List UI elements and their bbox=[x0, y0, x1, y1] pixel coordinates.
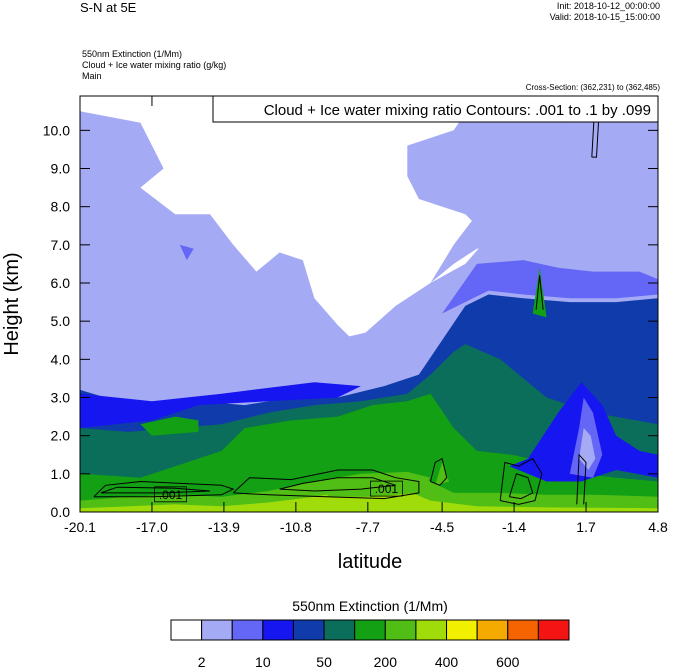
extinction-feature-0 bbox=[80, 96, 489, 337]
mixing-ratio-contour-2 bbox=[232, 469, 420, 500]
colorbar-swatch-8 bbox=[415, 619, 448, 641]
extinction-feature-1 bbox=[430, 96, 658, 283]
colorbar-label-5: 600 bbox=[496, 654, 520, 668]
contour-label-1: .001 bbox=[375, 482, 399, 496]
colorbar: 2 10 50 200 400 600 bbox=[170, 619, 570, 668]
valid-time: Valid: 2018-10-15_15:00:00 bbox=[549, 12, 660, 22]
mixing-ratio-contour-1 bbox=[100, 486, 211, 494]
colorbar-label-0: 2 bbox=[198, 654, 206, 668]
extinction-feature-2 bbox=[442, 260, 658, 314]
x-tick-label: -13.9 bbox=[208, 519, 240, 535]
y-tick-label: 5.0 bbox=[51, 313, 71, 329]
colorbar-label-3: 200 bbox=[374, 654, 398, 668]
contour-label-box-0 bbox=[154, 486, 187, 503]
colorbar-title: 550nm Extinction (1/Mm) bbox=[292, 598, 448, 614]
run-times: Init: 2018-10-12_00:00:00 Valid: 2018-10… bbox=[550, 1, 660, 23]
colorbar-swatch-3 bbox=[262, 619, 294, 641]
y-axis-label: Height (km) bbox=[1, 252, 23, 355]
y-tick-label: 3.0 bbox=[51, 390, 71, 406]
colorbar-swatch-9 bbox=[446, 619, 478, 641]
mixing-ratio-contour-6 bbox=[508, 473, 534, 500]
contour-label-0: .001 bbox=[159, 488, 183, 502]
colorbar-swatch-12 bbox=[537, 619, 570, 641]
y-tick-label: 9.0 bbox=[51, 161, 71, 177]
y-tick-label: 4.0 bbox=[51, 351, 71, 367]
extinction-feature-11 bbox=[179, 244, 194, 261]
y-tick-label: 6.0 bbox=[51, 275, 71, 291]
cross-section-label: Cross-Section: (362,231) to (362,485) bbox=[525, 83, 660, 92]
colorbar-swatch-10 bbox=[476, 619, 509, 641]
y-tick-label: 10.0 bbox=[43, 122, 70, 138]
field-main: Main bbox=[82, 71, 102, 81]
x-axis-label: latitude bbox=[338, 551, 403, 573]
x-tick-label: -10.8 bbox=[280, 519, 312, 535]
extinction-band-4 bbox=[80, 489, 658, 512]
colorbar-label-1: 10 bbox=[255, 654, 271, 668]
extinction-fill-layer bbox=[80, 96, 658, 512]
y-tick-label: 7.0 bbox=[51, 237, 71, 253]
contour-label-box-1 bbox=[370, 480, 403, 497]
mixing-ratio-contour-7 bbox=[535, 275, 544, 310]
contour-layer: .001 .001 bbox=[93, 96, 601, 505]
colorbar-swatch-11 bbox=[507, 619, 539, 641]
colorbar-label-2: 50 bbox=[316, 654, 332, 668]
colorbar-label-4: 400 bbox=[435, 654, 459, 668]
mixing-ratio-contour-4 bbox=[430, 457, 448, 486]
x-tick-label: 4.8 bbox=[648, 519, 668, 535]
x-tick-label: -4.5 bbox=[430, 519, 454, 535]
y-tick-label: 2.0 bbox=[51, 428, 71, 444]
colorbar-swatch-2 bbox=[231, 619, 264, 641]
colorbar-swatch-4 bbox=[292, 619, 325, 641]
field-extinction: 550nm Extinction (1/Mm) bbox=[82, 49, 183, 59]
colorbar-swatch-7 bbox=[384, 619, 417, 641]
mixing-ratio-contour-5 bbox=[499, 457, 543, 505]
colorbar-swatch-0 bbox=[170, 619, 203, 641]
y-tick-label: 0.0 bbox=[51, 504, 71, 520]
contour-info-box: Cloud + Ice water mixing ratio Contours:… bbox=[212, 95, 659, 123]
colorbar-swatch-5 bbox=[323, 619, 356, 641]
contour-info-frame bbox=[212, 95, 659, 123]
contour-info-text: Cloud + Ice water mixing ratio Contours:… bbox=[264, 102, 651, 119]
x-tick-label: -17.0 bbox=[136, 519, 168, 535]
x-tick-label: -7.7 bbox=[356, 519, 380, 535]
extinction-feature-7 bbox=[140, 416, 199, 436]
colorbar-swatch-6 bbox=[354, 619, 386, 641]
extinction-feature-3 bbox=[80, 382, 361, 428]
y-tick-label: 8.0 bbox=[51, 199, 71, 215]
x-tick-label: -1.4 bbox=[502, 519, 526, 535]
init-time: Init: 2018-10-12_00:00:00 bbox=[556, 1, 660, 11]
mixing-ratio-contour-0 bbox=[93, 480, 235, 498]
field-mixing-ratio: Cloud + Ice water mixing ratio (g/kg) bbox=[82, 60, 227, 70]
mixing-ratio-contour-8 bbox=[576, 453, 587, 505]
x-tick-label: -20.1 bbox=[64, 519, 96, 535]
colorbar-swatch-1 bbox=[201, 619, 233, 641]
x-tick-label: 1.7 bbox=[576, 519, 596, 535]
y-tick-label: 1.0 bbox=[51, 466, 71, 482]
field-list: 550nm Extinction (1/Mm) Cloud + Ice wate… bbox=[82, 49, 226, 82]
chart-title: S-N at 5E bbox=[80, 0, 137, 15]
